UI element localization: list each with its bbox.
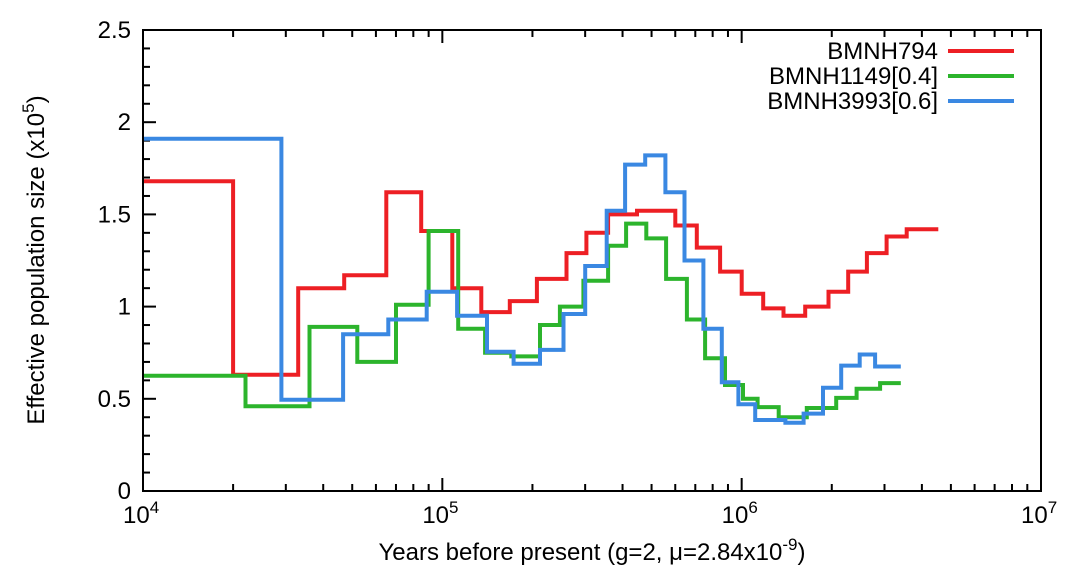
- y-tick-label: 1.5: [98, 201, 131, 228]
- series-line-bmnh3993-0-6-: [143, 136, 901, 425]
- series-layer: [143, 136, 939, 425]
- x-tick-label: 107: [1021, 498, 1057, 529]
- y-tick-label: 0: [118, 478, 131, 505]
- series-line-bmnh1149-0-4-: [143, 221, 901, 420]
- legend-label-bmnh3993-0-6-: BMNH3993[0.6]: [767, 88, 938, 115]
- y-tick-label: 1: [118, 294, 131, 321]
- y-axis-label: Effective population size (x105): [19, 95, 50, 424]
- labels-layer: 104 105 106 107 0 0.5 1 1.5 2 2.5 Years before pre…: [19, 17, 1057, 566]
- y-tick-label: 2.5: [98, 17, 131, 44]
- y-tick-label: 0.5: [98, 386, 131, 413]
- x-axis-label: Years before present (g=2, μ=2.84x10-9): [378, 535, 805, 566]
- ticks-layer: [142, 29, 1042, 492]
- x-tick-label: 106: [722, 498, 758, 529]
- x-tick-label: 105: [422, 498, 458, 529]
- legend-label-bmnh794: BMNH794: [827, 38, 938, 65]
- plot-border: [142, 29, 1042, 492]
- x-tick-label: 104: [123, 498, 159, 529]
- y-tick-label: 2: [118, 109, 131, 136]
- series-line-bmnh794: [143, 179, 939, 377]
- legend-label-bmnh1149-0-4-: BMNH1149[0.4]: [769, 63, 938, 90]
